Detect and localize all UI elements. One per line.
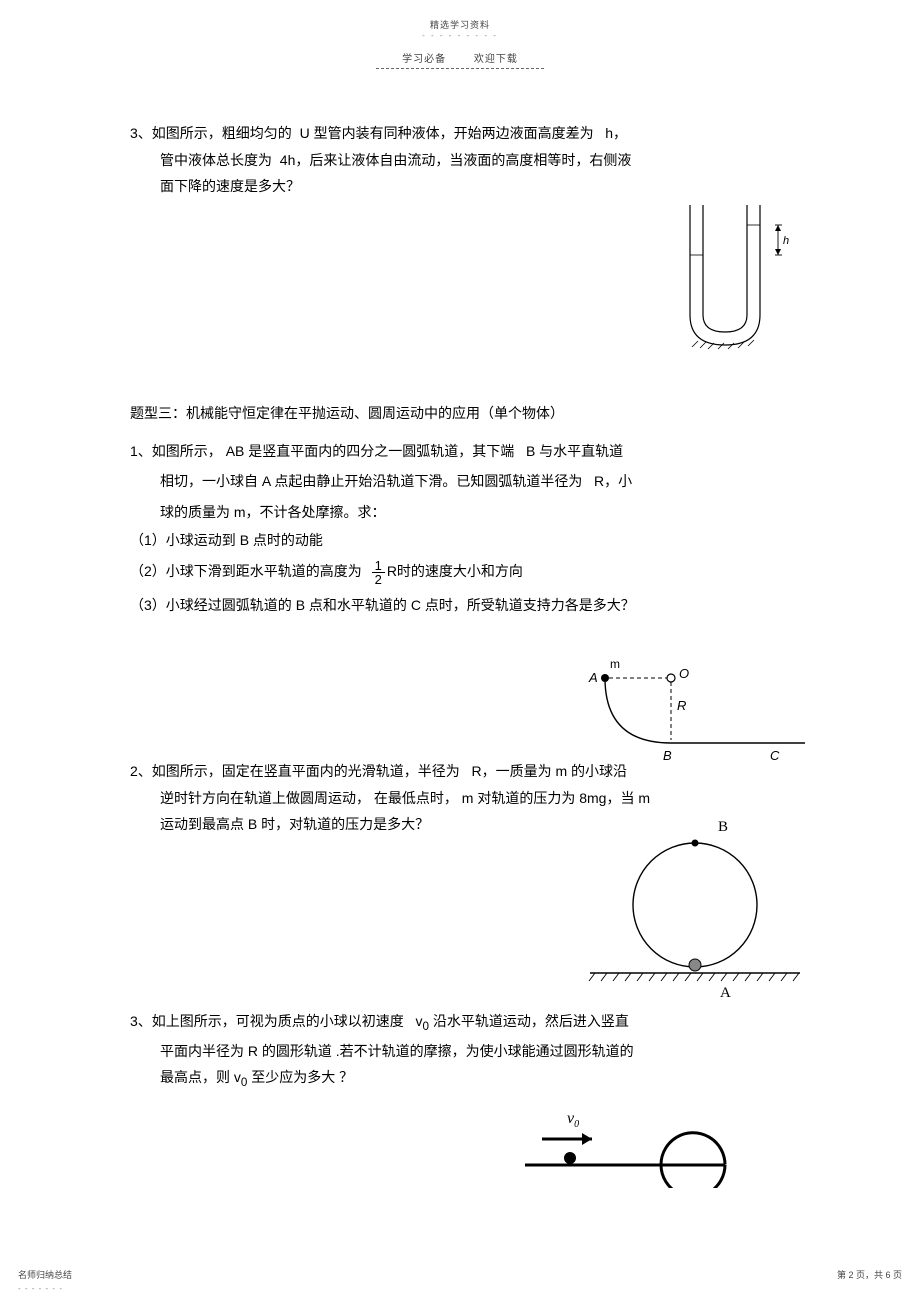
section-title: 题型三：机械能守恒定律在平抛运动、圆周运动中的应用（单个物体） — [130, 400, 790, 427]
q3b-l1c: 沿水平轨道运动，然后进入竖直 — [433, 1013, 629, 1029]
arc-O-circle — [667, 674, 675, 682]
utube-h-label: h — [783, 235, 789, 247]
circle-B: B — [718, 819, 728, 835]
q1-l3a: 球的质量为 — [160, 504, 230, 520]
q3b-l2b: R 的圆形轨道 .若不计轨道的摩擦，为使小球能通过圆形轨道的 — [248, 1043, 634, 1059]
q1-l2b: A 点起由静止开始沿轨道下滑。已知圆弧轨道半径为 — [262, 473, 582, 489]
q3b-l3c: 至少应为多大 ？ — [251, 1069, 353, 1085]
q2-l3a: 运动到最高点 — [160, 816, 244, 832]
figure-track: v0 — [520, 1103, 800, 1197]
circle-top-dot — [692, 840, 699, 847]
q1-p3c: C 点时，所受轨道支持力各是多大？ — [411, 597, 635, 613]
footer-dots: - - - - - - - — [18, 1284, 63, 1293]
header-left: 学习必备 — [402, 54, 446, 65]
q3a-l1b: U 型管内装有同种液体，开始两边液面高度差为 — [300, 125, 594, 141]
q2-num: 2、 — [130, 763, 152, 779]
header-right: 欢迎下载 — [474, 54, 518, 65]
footer-left: 名师归纳总结 — [18, 1268, 72, 1281]
q3b-l1b-sub: 0 — [422, 1020, 428, 1033]
q3a-num: 3、 — [130, 125, 152, 141]
q3b-l3b-sub: 0 — [241, 1076, 247, 1089]
q1-l3b: m，不计各处摩擦。求： — [234, 504, 386, 520]
circle-ball — [689, 959, 701, 971]
q3b-num: 3、 — [130, 1013, 152, 1029]
track-ball — [564, 1152, 576, 1164]
header-dots: - - - - - - - - - — [0, 31, 920, 40]
q1-p3a: （3）小球经过圆弧轨道的 — [130, 597, 292, 613]
q1-num: 1、 — [130, 443, 152, 459]
q3b-l3a: 最高点，则 — [160, 1069, 230, 1085]
arc-R: R — [677, 698, 686, 713]
figure-utube: h — [670, 195, 800, 364]
arc-m: m — [610, 657, 620, 671]
q2-l2c: m 对轨道的压力为 — [462, 790, 576, 806]
problem-3-track: 3、如上图所示，可视为质点的小球以初速度 v0 沿水平轨道运动，然后进入竖直 平… — [130, 1008, 790, 1095]
q1-l1b: AB 是竖直平面内的四分之一圆弧轨道，其下端 — [226, 443, 515, 459]
q3b-l1a: 如上图所示，可视为质点的小球以初速度 — [152, 1013, 404, 1029]
q1-l1c: B 与水平直轨道 — [526, 443, 623, 459]
q2-l1c: m 的小球沿 — [555, 763, 627, 779]
q2-l3b: B 时，对轨道的压力是多大？ — [248, 816, 429, 832]
fraction-half: 12 — [372, 559, 385, 586]
header-sub: 学习必备 欢迎下载 — [0, 48, 920, 69]
problem-3-utube: 3、如图所示，粗细均匀的 U 型管内装有同种液体，开始两边液面高度差为 h， 管… — [130, 120, 790, 200]
arc-A: A — [588, 670, 598, 685]
q1-l2c: R，小 — [594, 473, 632, 489]
header-top: 精选学习资料 — [0, 0, 920, 31]
q1-l2a: 相切，一小球自 — [160, 473, 258, 489]
q1-p2a: （2）小球下滑到距水平轨道的高度为 — [130, 563, 362, 579]
q2-l2a: 逆时针方向在轨道上做圆周运动， — [160, 790, 370, 806]
problem-2: 2、如图所示，固定在竖直平面内的光滑轨道，半径为 R，一质量为 m 的小球沿 逆… — [130, 758, 790, 838]
track-v0: v0 — [567, 1110, 579, 1130]
q3a-l2b: 4h，后来让液体自由流动，当液面的高度相等时，右侧液 — [280, 152, 632, 168]
arc-O: O — [679, 666, 689, 681]
q3b-l2a: 平面内半径为 — [160, 1043, 244, 1059]
q2-l1a: 如图所示，固定在竖直平面内的光滑轨道，半径为 — [152, 763, 460, 779]
q3b-l3b: v — [234, 1069, 241, 1085]
q2-l2b: 在最低点时， — [374, 790, 458, 806]
figure-circle: B A — [585, 813, 805, 1012]
q1-p1b: B 点时的动能 — [240, 532, 323, 548]
q2-l2d: 8mg，当 m — [579, 790, 650, 806]
q1-p3b: B 点和水平轨道的 — [296, 597, 407, 613]
q3a-l1a: 如图所示，粗细均匀的 — [152, 125, 292, 141]
q2-l1b: R，一质量为 — [471, 763, 551, 779]
q1-l1a: 如图所示， — [152, 443, 222, 459]
problem-1: 1、如图所示， AB 是竖直平面内的四分之一圆弧轨道，其下端 B 与水平直轨道 … — [130, 438, 790, 618]
q1-p2b: R时的速度大小和方向 — [387, 563, 523, 579]
q3a-l2a: 管中液体总长度为 — [160, 152, 272, 168]
footer-right: 第 2 页，共 6 页 — [837, 1268, 902, 1281]
circle-A: A — [720, 985, 731, 1001]
q3a-l1c: h， — [605, 125, 627, 141]
q1-p1a: （1）小球运动到 — [130, 532, 236, 548]
